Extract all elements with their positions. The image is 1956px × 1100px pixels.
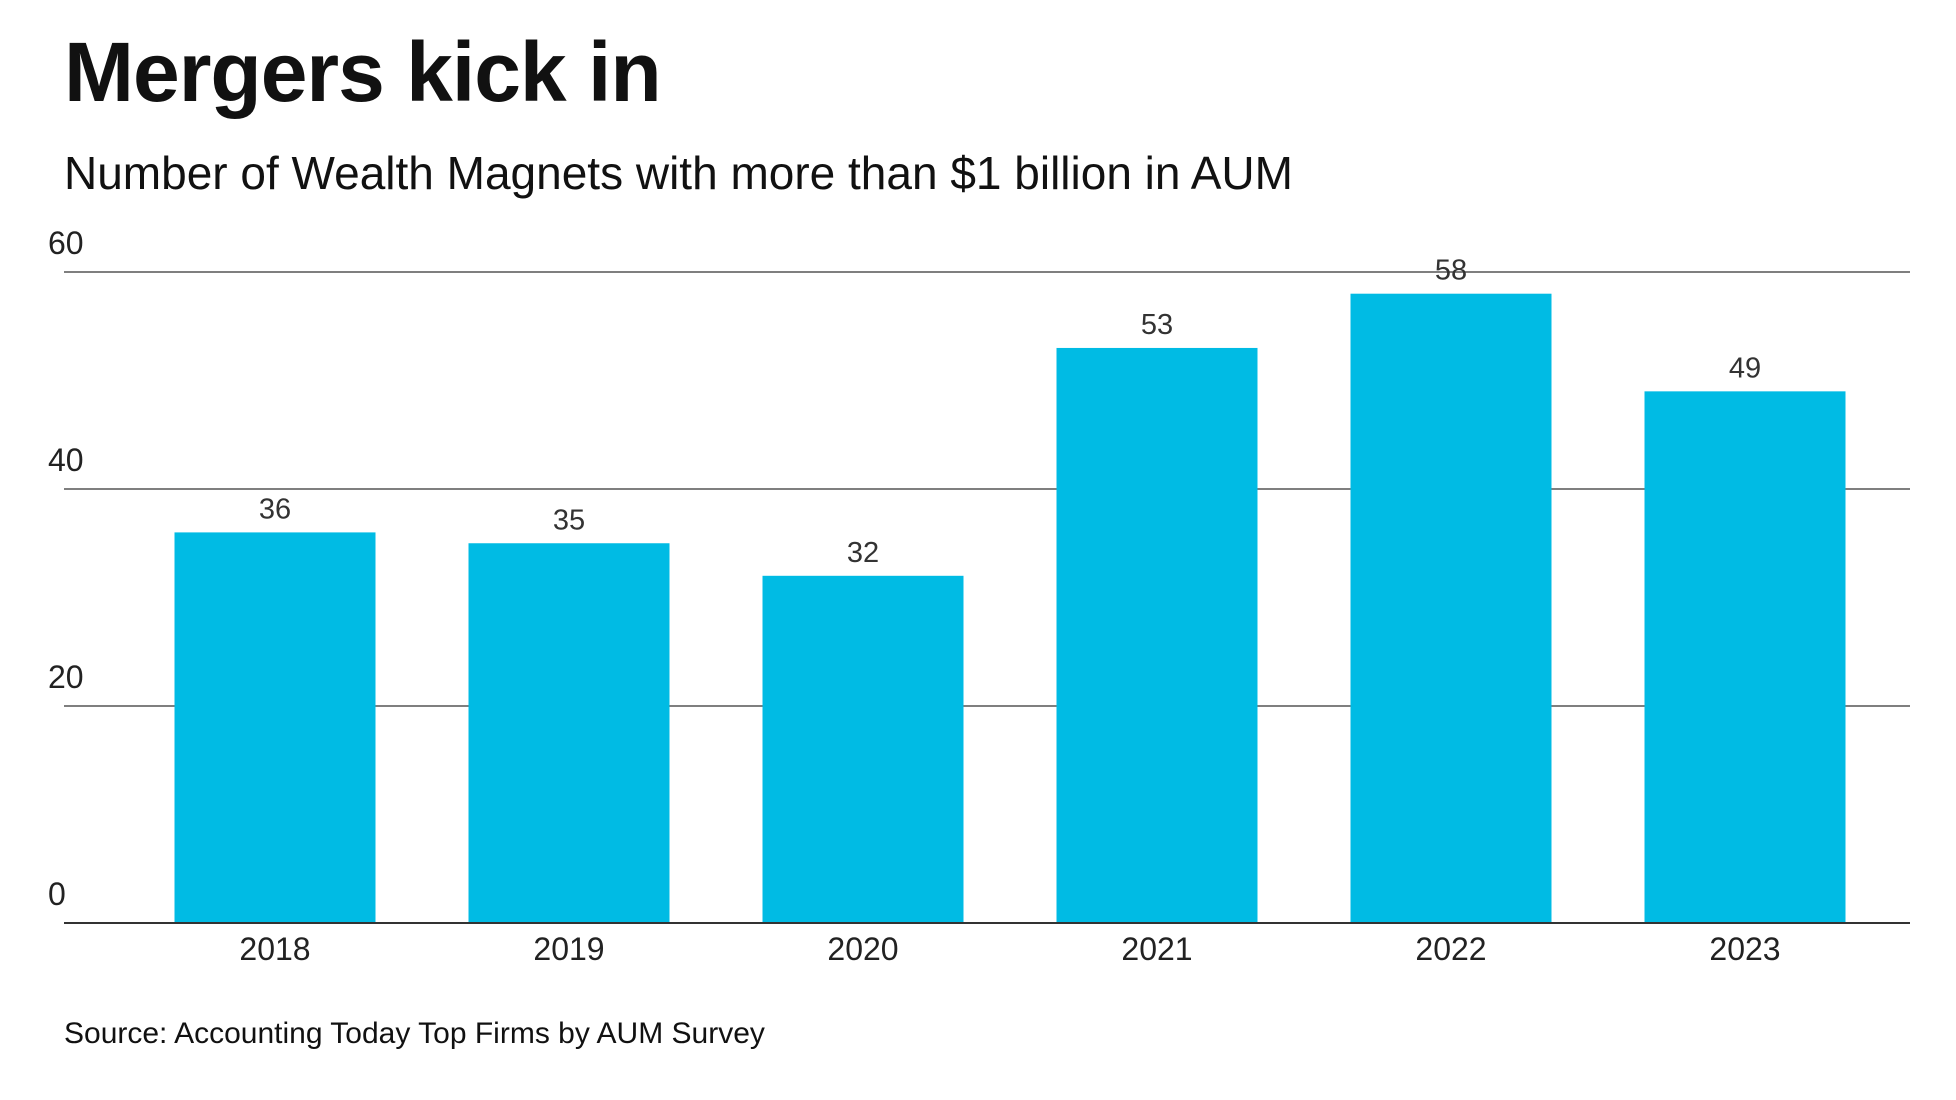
y-tick-label-40: 40 [48, 442, 84, 478]
data-label-2022: 58 [1435, 255, 1467, 287]
x-tick-label-2020: 2020 [827, 931, 898, 967]
x-tick-label-2021: 2021 [1121, 931, 1192, 967]
data-label-2023: 49 [1729, 352, 1761, 384]
bar-2023 [1644, 391, 1846, 924]
x-tick-label-2023: 2023 [1709, 931, 1780, 967]
data-label-2020: 32 [847, 537, 879, 569]
bar-2018 [174, 532, 376, 923]
source-note: Source: Accounting Today Top Firms by AU… [64, 1017, 765, 1050]
y-tick-label-0: 0 [48, 876, 66, 912]
data-label-2018: 36 [259, 493, 291, 525]
bars [174, 293, 1846, 924]
y-tick-label-60: 60 [48, 225, 84, 261]
bar-2022 [1350, 293, 1552, 923]
x-tick-label-2019: 2019 [533, 931, 604, 967]
chart-subtitle: Number of Wealth Magnets with more than … [64, 147, 1293, 199]
x-tick-label-2022: 2022 [1415, 931, 1486, 967]
bar-2019 [468, 543, 670, 923]
y-tick-label-20: 20 [48, 659, 84, 695]
bar-2021 [1056, 347, 1258, 923]
x-tick-label-2018: 2018 [239, 931, 310, 967]
bar-2020 [762, 575, 964, 923]
labels: 0 20 40 60 36 2018 35 2019 32 2020 53 2021 58 2022 49 2… [48, 225, 1781, 967]
data-label-2019: 35 [553, 504, 585, 536]
chart-title: Mergers kick in [64, 25, 662, 119]
data-label-2021: 53 [1141, 309, 1173, 341]
